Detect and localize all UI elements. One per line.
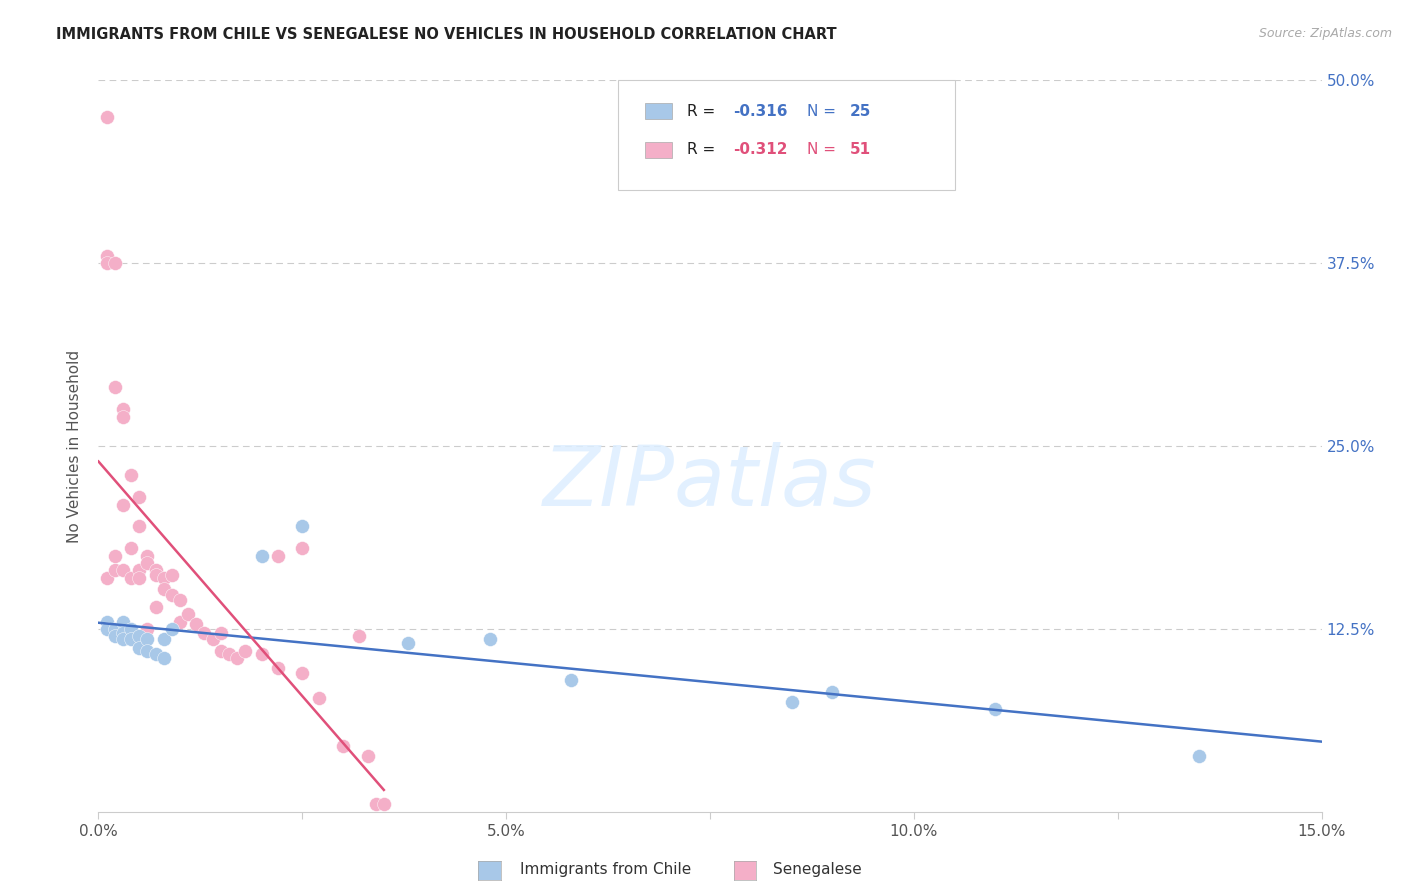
Text: Source: ZipAtlas.com: Source: ZipAtlas.com — [1258, 27, 1392, 40]
Text: R =: R = — [686, 142, 720, 157]
Point — [128, 490, 150, 504]
Point — [120, 541, 142, 556]
Point — [152, 632, 174, 646]
Point — [104, 629, 127, 643]
Point — [364, 797, 387, 812]
Point — [209, 644, 232, 658]
Point — [136, 644, 159, 658]
Point — [96, 571, 118, 585]
Point — [128, 571, 150, 585]
Point — [136, 556, 159, 570]
Point — [120, 571, 142, 585]
Point — [160, 622, 183, 636]
Point — [96, 249, 118, 263]
Text: N =: N = — [807, 142, 841, 157]
Point — [104, 380, 127, 394]
Point — [291, 519, 314, 533]
Text: -0.316: -0.316 — [734, 103, 787, 119]
Point — [111, 402, 134, 417]
Point — [308, 690, 330, 705]
Point — [233, 644, 256, 658]
Point — [560, 673, 582, 687]
Point — [111, 626, 134, 640]
Point — [96, 615, 118, 629]
Point — [169, 615, 191, 629]
Point — [267, 661, 290, 675]
Point — [160, 588, 183, 602]
Point — [291, 541, 314, 556]
Point — [136, 549, 159, 563]
FancyBboxPatch shape — [645, 103, 672, 119]
Point — [120, 622, 142, 636]
Point — [104, 622, 127, 636]
Point — [177, 607, 200, 622]
Point — [332, 739, 354, 753]
Point — [96, 110, 118, 124]
Point — [201, 632, 224, 646]
Point — [821, 685, 844, 699]
Point — [111, 563, 134, 577]
Point — [169, 592, 191, 607]
Point — [780, 695, 803, 709]
Point — [145, 647, 167, 661]
Point — [160, 567, 183, 582]
Point — [218, 647, 240, 661]
FancyBboxPatch shape — [619, 80, 955, 190]
Point — [984, 702, 1007, 716]
Point — [396, 636, 419, 650]
Text: 51: 51 — [849, 142, 870, 157]
Point — [186, 617, 208, 632]
FancyBboxPatch shape — [645, 142, 672, 158]
Point — [209, 626, 232, 640]
Point — [145, 599, 167, 614]
Point — [136, 632, 159, 646]
Point — [152, 571, 174, 585]
Text: 25: 25 — [849, 103, 870, 119]
Point — [111, 498, 134, 512]
Point — [96, 256, 118, 270]
Point — [478, 632, 501, 646]
Point — [145, 567, 167, 582]
Point — [291, 665, 314, 680]
Text: IMMIGRANTS FROM CHILE VS SENEGALESE NO VEHICLES IN HOUSEHOLD CORRELATION CHART: IMMIGRANTS FROM CHILE VS SENEGALESE NO V… — [56, 27, 837, 42]
Point — [250, 549, 273, 563]
Point — [128, 629, 150, 643]
Point — [152, 651, 174, 665]
Point — [349, 629, 371, 643]
Point — [111, 409, 134, 424]
Point — [373, 797, 395, 812]
Point — [136, 622, 159, 636]
Point — [104, 563, 127, 577]
Text: N =: N = — [807, 103, 841, 119]
Point — [152, 582, 174, 597]
Text: R =: R = — [686, 103, 720, 119]
Point — [120, 632, 142, 646]
Point — [356, 749, 378, 764]
Point — [96, 622, 118, 636]
Point — [128, 519, 150, 533]
Point — [128, 640, 150, 655]
Text: -0.312: -0.312 — [734, 142, 787, 157]
Point — [104, 549, 127, 563]
Text: ZIPatlas: ZIPatlas — [543, 442, 877, 523]
Point — [1188, 749, 1211, 764]
Point — [193, 626, 215, 640]
Text: Immigrants from Chile: Immigrants from Chile — [520, 863, 692, 877]
Point — [128, 563, 150, 577]
Point — [111, 632, 134, 646]
Point — [104, 256, 127, 270]
Point — [120, 468, 142, 483]
Point — [267, 549, 290, 563]
Point — [145, 563, 167, 577]
Point — [226, 651, 249, 665]
Y-axis label: No Vehicles in Household: No Vehicles in Household — [67, 350, 83, 542]
Point — [111, 615, 134, 629]
Point — [250, 647, 273, 661]
Text: Senegalese: Senegalese — [773, 863, 862, 877]
